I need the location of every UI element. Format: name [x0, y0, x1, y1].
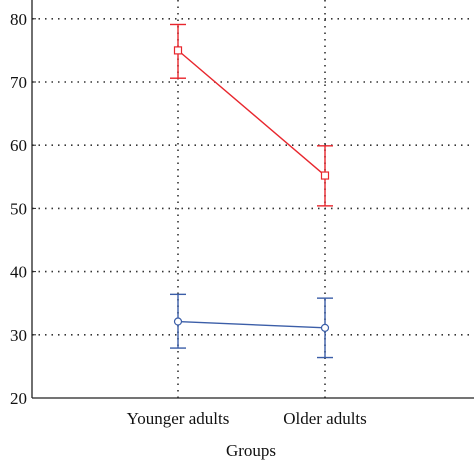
- data-point: [320, 323, 330, 332]
- grid-layer: [32, 0, 474, 398]
- y-tick-label: 60: [10, 136, 27, 155]
- y-tick-label: 20: [10, 389, 27, 408]
- data-point: [320, 171, 330, 180]
- x-tick-label: Older adults: [283, 409, 367, 428]
- series-line: [177, 320, 326, 329]
- data-point: [173, 46, 183, 55]
- series-layer: [170, 23, 333, 359]
- x-tick-labels: Younger adults Older adults: [127, 409, 367, 428]
- y-tick-labels: 20 30 40 50 60 70 80: [10, 10, 36, 408]
- y-tick-label: 80: [10, 10, 27, 29]
- data-point: [173, 317, 183, 326]
- x-tick-label: Younger adults: [127, 409, 230, 428]
- series-line: [177, 49, 326, 177]
- y-tick-label: 70: [10, 73, 27, 92]
- y-tick-label: 30: [10, 326, 27, 345]
- y-tick-label: 40: [10, 263, 27, 282]
- x-axis-title: Groups: [226, 441, 276, 460]
- y-tick-label: 50: [10, 199, 27, 218]
